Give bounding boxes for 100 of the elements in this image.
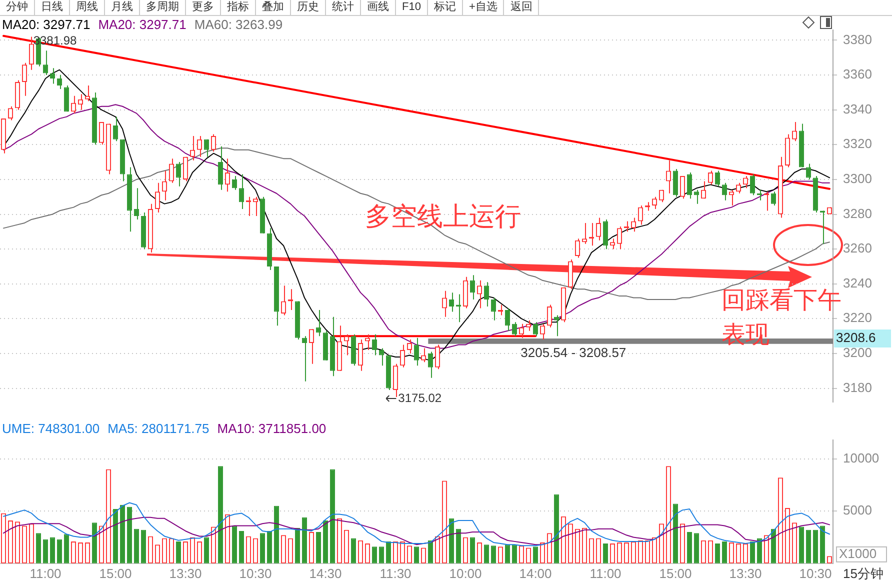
y-tick-label: 3240 — [843, 275, 872, 290]
bar — [532, 546, 538, 564]
text: 15分钟 — [843, 566, 884, 581]
candlestick — [84, 84, 90, 102]
bar — [204, 537, 210, 564]
candlestick — [680, 175, 686, 200]
y-tick-label: 3340 — [843, 101, 872, 116]
bar — [456, 528, 462, 564]
x-tick-label: 13:30 — [169, 566, 202, 581]
candlestick — [546, 304, 552, 328]
text: 返回 — [504, 0, 540, 15]
candlestick — [364, 334, 370, 350]
bar — [484, 544, 490, 564]
candlestick — [218, 146, 224, 190]
candlestick — [372, 334, 378, 356]
candlestick — [224, 158, 230, 192]
bar — [176, 541, 182, 564]
text: UME: 748301.00 — [2, 421, 100, 436]
candlestick — [302, 336, 308, 382]
bar — [134, 528, 140, 564]
candlestick — [490, 297, 496, 321]
text: MA20: 3297.71 — [2, 17, 90, 32]
candlestick — [78, 94, 84, 110]
candlestick — [638, 205, 644, 226]
candlestick — [518, 323, 524, 338]
bar — [750, 541, 756, 564]
text: 画线 — [361, 0, 396, 15]
candlestick — [414, 337, 420, 366]
x-tick-label: 15:00 — [99, 566, 132, 581]
bar — [266, 530, 272, 564]
bar — [42, 539, 48, 564]
candlestick — [666, 160, 672, 194]
text: 叠加 — [256, 0, 291, 15]
candlestick — [196, 135, 202, 158]
text: 历史 — [291, 0, 326, 15]
bar — [490, 546, 496, 564]
text: 统计 — [326, 0, 361, 15]
candlestick — [50, 68, 56, 84]
x-tick-label: 13:30 — [729, 566, 762, 581]
bar — [686, 532, 692, 564]
candlestick — [280, 285, 286, 316]
candlestick — [596, 217, 602, 241]
bar — [316, 532, 322, 564]
bar — [50, 537, 56, 564]
candlestick — [400, 344, 406, 368]
text: +自选 — [462, 0, 504, 15]
y-tick-label: 3320 — [843, 136, 872, 152]
candlestick — [210, 134, 216, 152]
y-tick-label: 5000 — [843, 502, 872, 518]
candlestick — [512, 322, 518, 337]
candlestick — [28, 36, 34, 70]
candlestick — [770, 191, 776, 206]
x-tick-label: 10:00 — [449, 566, 482, 581]
x-tick-label: 11:00 — [30, 566, 62, 581]
candlestick — [162, 170, 168, 201]
y-tick-label: 3180 — [843, 380, 872, 395]
band-label: 3205.54 - 3208.57 — [520, 344, 626, 360]
candlestick — [378, 348, 384, 366]
x-tick-label: 11:30 — [380, 566, 412, 581]
candlestick — [532, 322, 538, 337]
bar — [140, 530, 146, 564]
y-tick-label: 10000 — [843, 450, 880, 466]
candlestick — [42, 50, 48, 76]
x-tick-label: 15:00 — [659, 566, 692, 581]
candlestick — [420, 348, 426, 363]
text: 日线 — [35, 0, 70, 15]
candlestick — [64, 84, 70, 112]
bar — [294, 528, 300, 564]
candlestick — [658, 189, 664, 203]
bar — [414, 546, 420, 564]
candlestick — [708, 170, 714, 186]
candlestick — [98, 122, 104, 146]
y-tick-label: 3280 — [843, 206, 872, 221]
x-tick-label: 10:30 — [239, 566, 272, 581]
candlestick — [252, 196, 258, 216]
text: F10 — [396, 0, 428, 15]
x-tick-label: 11:00 — [590, 566, 622, 581]
candlestick — [8, 106, 14, 121]
bar — [448, 518, 454, 564]
y-tick-label: 3260 — [843, 240, 872, 256]
candlestick — [694, 189, 700, 204]
bar — [350, 538, 356, 564]
y-tick-label: 3200 — [843, 345, 872, 360]
text: 多周期 — [140, 0, 186, 15]
y-tick-label: 3360 — [843, 66, 872, 82]
candlestick — [154, 182, 160, 214]
candlestick — [792, 122, 798, 142]
x-tick-label: 14:30 — [309, 566, 342, 581]
candlestick — [540, 323, 546, 340]
bar — [126, 506, 132, 564]
candlestick — [610, 238, 616, 250]
text: 更多 — [186, 0, 221, 15]
candlestick — [602, 218, 608, 250]
candlestick — [112, 116, 118, 142]
candlestick — [750, 174, 756, 196]
bar — [812, 530, 818, 564]
candlestick — [176, 162, 182, 187]
candlestick — [442, 290, 448, 318]
text: MA60: 3263.99 — [194, 17, 283, 32]
bar — [378, 546, 384, 564]
